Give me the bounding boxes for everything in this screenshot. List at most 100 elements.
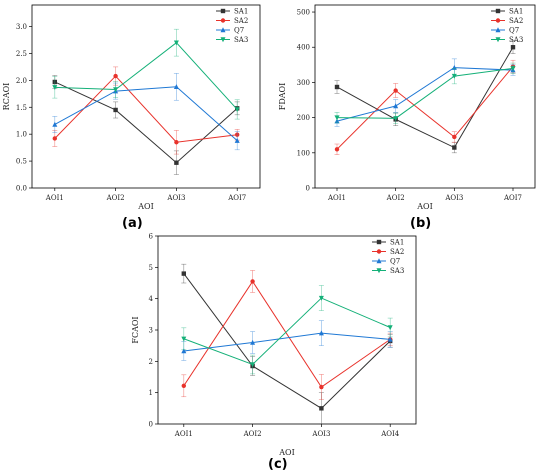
data-point-q7 (393, 103, 399, 109)
data-point-sa3 (318, 295, 324, 301)
legend-entry: Q7 (390, 258, 400, 266)
data-point-sa1 (319, 406, 324, 411)
y-tick-label: 0 (306, 185, 310, 193)
data-point-sa1 (334, 84, 340, 90)
y-axis-title: FCAOI (131, 316, 140, 343)
data-point-sa1 (174, 160, 179, 165)
y-tick-label: 0.5 (16, 158, 27, 166)
y-tick-label: 200 (297, 114, 310, 122)
y-tick-label: 2 (149, 358, 153, 366)
data-point-sa2 (319, 384, 324, 390)
x-tick-label: AOI3 (444, 194, 463, 202)
x-tick-label: AOI4 (380, 430, 400, 438)
legend-entry: Q7 (509, 27, 519, 35)
y-tick-label: 1.0 (16, 131, 27, 139)
caption-b: (b) (410, 216, 432, 231)
data-point-sa3 (387, 325, 393, 331)
data-point-sa2 (181, 383, 186, 388)
caption-c: (c) (268, 457, 288, 472)
data-point-sa2 (250, 279, 255, 284)
x-tick-label: AOI1 (174, 430, 193, 438)
series-line-sa2 (336, 66, 514, 150)
data-point-sa2 (174, 140, 179, 145)
y-tick-label: 400 (297, 44, 310, 52)
data-point-sa1 (181, 271, 186, 276)
x-axis-title: AOI (137, 202, 154, 211)
legend-marker (220, 37, 226, 43)
y-tick-label: 100 (297, 149, 310, 157)
data-point-sa2 (452, 134, 457, 140)
chart-panel-c: 0 1 2 3 4 5 6 AOI1 AOI2 AOI3 AOI4 AOI FCAOI SA1 SA2 Q7 S… (130, 228, 430, 457)
series-line-sa1 (336, 46, 514, 149)
y-tick-label: 500 (297, 9, 310, 17)
y-axis-title: FDAOI (278, 83, 287, 110)
data-point-sa3 (510, 66, 516, 72)
x-tick-label: AOI2 (106, 194, 125, 202)
y-tick-label: 2.5 (16, 50, 27, 58)
data-point-sa2 (334, 147, 340, 152)
x-axis-title: AOI (278, 448, 295, 456)
y-tick-label: 5 (149, 264, 153, 272)
y-tick-label: 1 (149, 389, 153, 397)
data-point-sa2 (113, 73, 118, 79)
x-tick-label: AOI1 (327, 194, 346, 202)
plot-frame (31, 4, 261, 189)
series-line-sa1 (54, 81, 238, 164)
data-point-q7 (250, 339, 256, 345)
data-point-q7 (52, 121, 58, 127)
legend-marker (376, 239, 382, 245)
y-tick-label: 3 (149, 327, 153, 335)
legend-marker (376, 258, 382, 264)
legend-entry: SA1 (509, 8, 523, 16)
x-tick-label: AOI3 (311, 430, 330, 438)
legend-marker (220, 8, 226, 14)
legend-marker (495, 18, 501, 23)
legend-entry: SA1 (234, 8, 248, 16)
legend-entry: SA2 (234, 17, 248, 25)
legend-entry: SA2 (390, 248, 404, 256)
data-point-sa3 (393, 116, 399, 122)
x-tick-label: AOI3 (166, 194, 185, 202)
y-tick-label: 0 (149, 421, 153, 429)
y-tick-label: 1.5 (16, 104, 27, 112)
legend-marker (495, 8, 501, 14)
data-point-sa1 (510, 45, 516, 50)
chart-b-svg: 0 100 200 300 400 500 AOI1 AOI2 AOI3 AOI7 AOI FDAOI… (278, 4, 536, 211)
y-tick-label: 2.0 (16, 77, 27, 85)
legend-marker (220, 27, 226, 33)
legend-entry: SA2 (509, 17, 523, 25)
data-point-q7 (181, 348, 187, 354)
data-point-sa3 (173, 40, 179, 46)
data-point-sa1 (113, 107, 118, 113)
data-point-sa2 (393, 88, 398, 93)
series-line-q7 (54, 86, 238, 142)
series-line-sa2 (183, 280, 391, 388)
legend-entry: Q7 (234, 27, 244, 35)
x-tick-label: AOI2 (243, 430, 262, 438)
data-point-sa3 (250, 362, 256, 368)
x-tick-label: AOI2 (386, 194, 405, 202)
legend-entry: SA3 (509, 36, 523, 44)
x-axis-title: AOI (416, 202, 433, 211)
y-tick-label: 0.0 (16, 185, 27, 193)
y-tick-label: 4 (149, 295, 154, 303)
legend-marker (376, 268, 382, 274)
data-point-sa1 (452, 145, 457, 150)
series-line-sa1 (183, 273, 391, 409)
series-line-q7 (183, 332, 391, 352)
data-point-q7 (318, 330, 324, 336)
y-tick-label: 3.0 (16, 23, 27, 31)
legend-marker (376, 249, 382, 254)
y-tick-label: 6 (149, 233, 154, 241)
chart-panel-b: 0 100 200 300 400 500 AOI1 AOI2 AOI3 AOI7 AOI FDAOI… (275, 0, 550, 215)
series-line-q7 (336, 67, 514, 122)
data-point-q7 (387, 336, 393, 342)
data-point-sa2 (52, 136, 57, 141)
data-point-sa3 (234, 107, 240, 113)
series-line-sa3 (54, 41, 238, 110)
legend-marker (220, 18, 226, 23)
x-tick-label: AOI7 (503, 194, 522, 202)
data-point-sa3 (334, 115, 340, 121)
legend-entry: SA3 (234, 36, 248, 44)
